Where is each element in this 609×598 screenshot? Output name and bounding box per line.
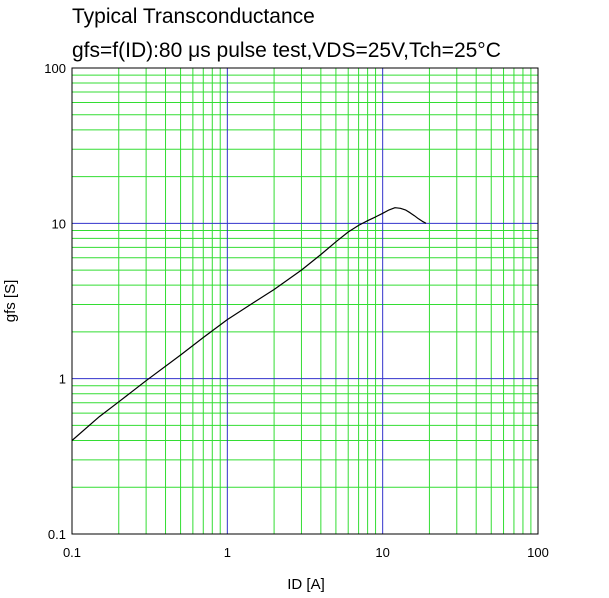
series-line bbox=[71, 207, 427, 441]
minor-grid bbox=[72, 68, 538, 534]
x-tick-labels: 0.1 1 10 100 bbox=[63, 545, 549, 560]
x-tick-label: 100 bbox=[527, 545, 549, 560]
major-grid bbox=[72, 68, 538, 534]
x-tick-label: 10 bbox=[375, 545, 389, 560]
x-tick-label: 0.1 bbox=[63, 545, 81, 560]
y-tick-label: 10 bbox=[52, 216, 66, 231]
y-tick-labels: 0.1 1 10 100 bbox=[44, 61, 66, 542]
x-tick-label: 1 bbox=[224, 545, 231, 560]
plot-frame bbox=[71, 67, 539, 535]
series-group bbox=[71, 207, 427, 441]
x-axis-label: ID [A] bbox=[287, 576, 325, 593]
chart-subtitle: gfs=f(ID):80 μs pulse test,VDS=25V,Tch=2… bbox=[72, 39, 501, 62]
chart-title: Typical Transconductance bbox=[72, 5, 315, 28]
y-tick-label: 0.1 bbox=[48, 527, 66, 542]
y-tick-label: 1 bbox=[59, 372, 66, 387]
y-tick-label: 100 bbox=[44, 61, 66, 76]
y-axis-label: gfs [S] bbox=[2, 280, 19, 323]
